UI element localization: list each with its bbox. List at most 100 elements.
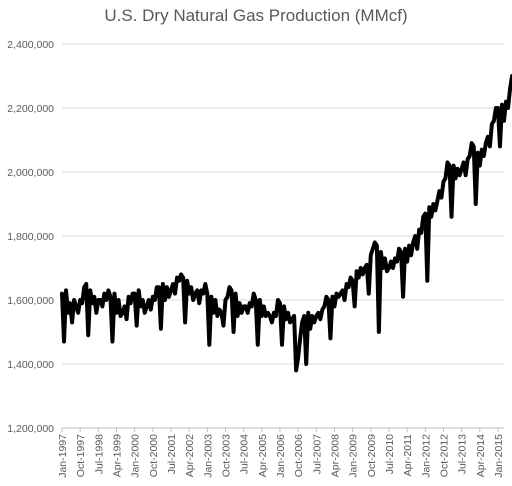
x-axis-tick-labels: Jan-1997 Oct-1997 Jul-1998 Apr-1999 Jan-2000… [57, 428, 505, 478]
data-point [234, 292, 237, 295]
data-point [103, 292, 106, 295]
data-point [109, 295, 112, 298]
data-point [87, 334, 90, 337]
x-tick-label: Jan-2015 [493, 434, 505, 478]
x-tick-label: Oct-2009 [366, 434, 378, 477]
data-point [438, 190, 441, 193]
data-point [137, 289, 140, 292]
data-point [111, 340, 114, 343]
data-point [285, 318, 288, 321]
data-point [379, 251, 382, 253]
data-point [77, 311, 80, 314]
data-point [198, 302, 201, 305]
data-point [143, 311, 146, 314]
data-point [371, 247, 374, 250]
data-point [176, 276, 179, 279]
data-point [446, 161, 449, 164]
data-point [303, 315, 306, 317]
data-point [254, 299, 257, 301]
data-point [319, 318, 322, 321]
data-point [117, 299, 120, 301]
data-point [81, 302, 84, 305]
data-point [246, 311, 249, 314]
data-point [105, 299, 108, 301]
x-tick-label: Jan-2000 [130, 434, 142, 478]
data-point [262, 305, 265, 308]
data-point [373, 241, 376, 244]
data-point [327, 299, 330, 301]
data-point [434, 209, 437, 212]
data-point [440, 196, 443, 199]
y-tick-label: 1,200,000 [7, 423, 54, 435]
data-point [226, 295, 229, 298]
data-point [194, 292, 197, 295]
data-point [414, 235, 417, 237]
data-point [280, 343, 283, 346]
data-point [400, 251, 403, 253]
x-tick-label: Jan-2006 [275, 434, 287, 478]
data-point [329, 337, 332, 340]
data-point [323, 305, 326, 308]
data-point [139, 305, 142, 308]
x-tick-label: Oct-2000 [148, 434, 160, 477]
x-tick-label: Apr-2011 [402, 434, 414, 477]
data-point [216, 315, 219, 317]
data-point [69, 302, 72, 305]
data-point [335, 292, 338, 295]
data-point [200, 289, 203, 292]
data-point [172, 283, 174, 285]
data-point [341, 289, 344, 292]
data-point [383, 257, 386, 260]
data-point [412, 241, 415, 244]
data-point [161, 283, 164, 285]
data-point [174, 292, 177, 295]
data-point [222, 324, 225, 327]
data-point [224, 299, 227, 301]
x-tick-label: Oct-2012 [438, 434, 450, 477]
data-point [202, 292, 205, 295]
data-point [428, 206, 431, 209]
data-point [228, 286, 231, 289]
data-point [498, 145, 501, 148]
y-tick-label: 2,400,000 [7, 39, 54, 51]
data-point [402, 295, 405, 298]
x-tick-label: Oct-1997 [75, 434, 87, 477]
data-point [468, 155, 471, 157]
data-point [484, 142, 487, 145]
data-point [355, 270, 358, 273]
x-tick-label: Apr-2002 [184, 434, 196, 477]
data-point [426, 279, 429, 282]
data-point [321, 308, 324, 311]
data-point [252, 292, 255, 295]
data-point [73, 299, 76, 301]
data-point [63, 340, 66, 343]
data-point [474, 203, 477, 205]
x-tick-label: Oct-2006 [293, 434, 305, 477]
data-point [478, 164, 481, 167]
x-tick-label: Jan-2003 [202, 434, 214, 478]
data-point [476, 151, 479, 154]
data-point [363, 267, 366, 269]
data-point [357, 276, 360, 279]
data-point [494, 107, 497, 109]
data-point [359, 267, 362, 269]
data-point [385, 270, 388, 273]
data-point [454, 177, 457, 180]
data-point [458, 174, 461, 177]
data-point [206, 292, 209, 295]
data-point [420, 231, 423, 234]
data-point [387, 267, 390, 269]
data-point [349, 276, 352, 279]
data-point [149, 308, 152, 311]
data-point [274, 315, 277, 317]
data-point [210, 295, 213, 298]
data-point [212, 311, 215, 314]
x-tick-label: Apr-2008 [329, 434, 341, 477]
x-tick-label: Jan-1997 [57, 434, 69, 478]
data-point [61, 292, 63, 295]
data-point [313, 321, 316, 324]
data-point [147, 299, 150, 301]
data-point [244, 305, 247, 308]
